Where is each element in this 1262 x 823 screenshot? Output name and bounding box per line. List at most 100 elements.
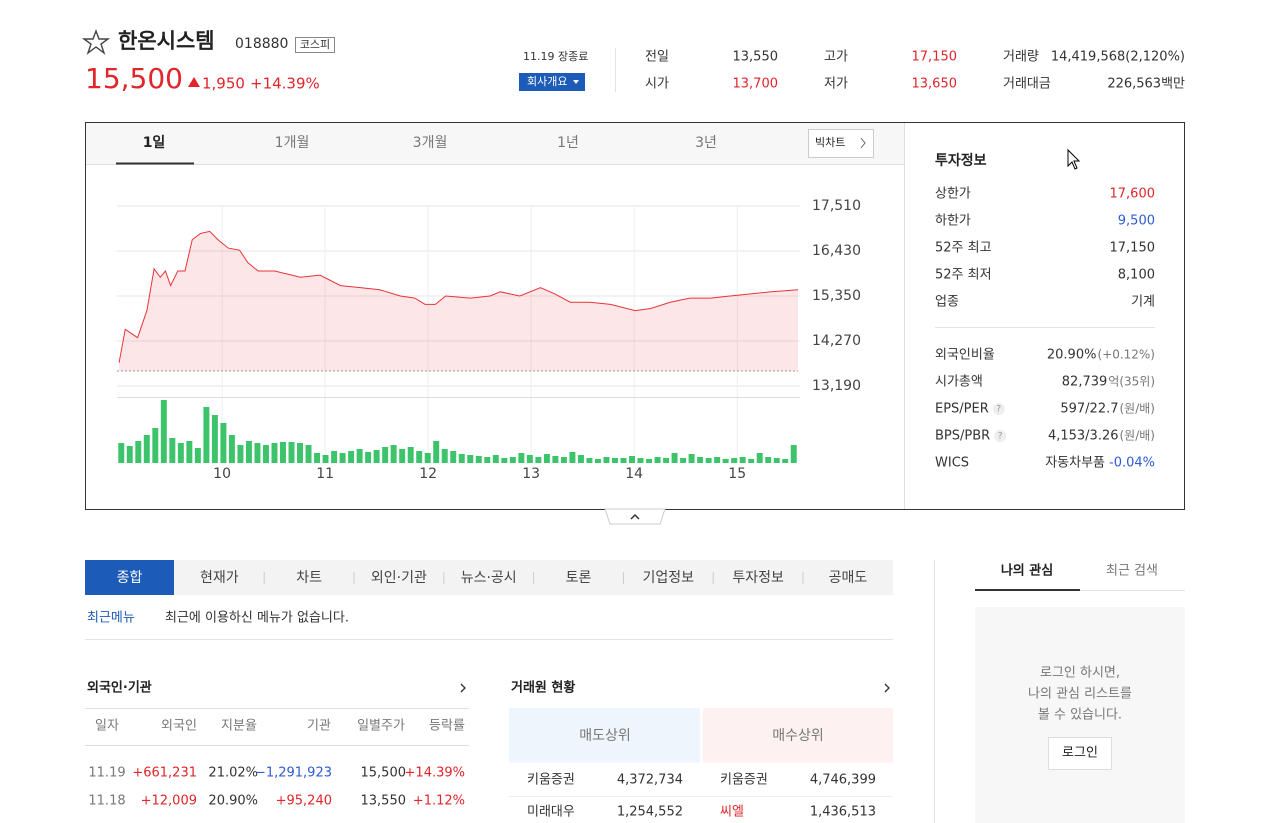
volume-bar <box>271 443 278 463</box>
broker-body <box>509 764 893 823</box>
quote-value: 13,550 <box>733 50 779 65</box>
volume-bar <box>280 442 286 463</box>
info-label: WICS <box>935 456 969 471</box>
collapse-tab[interactable] <box>604 508 666 525</box>
x-tick-label: 10 <box>213 466 231 482</box>
info-unit: -0.04% <box>1109 456 1155 471</box>
volume-bar <box>331 451 338 463</box>
column-header: 기관 <box>307 719 331 734</box>
volume-bar <box>245 441 252 463</box>
volume-bar <box>688 454 695 463</box>
volume-bar <box>373 450 380 463</box>
info-value: 9,500 <box>1118 214 1155 229</box>
sell-title: 매도상위 <box>579 728 631 744</box>
nav-item[interactable]: 투자정보 <box>732 570 784 586</box>
y-tick-label: 16,430 <box>812 243 861 259</box>
volume-bar <box>671 453 678 463</box>
volume-bar <box>654 457 661 463</box>
volume-bar <box>705 458 712 463</box>
quote-value: 226,563백만 <box>1107 77 1185 92</box>
quote-label: 시가 <box>645 77 669 92</box>
info-unit: (원/배) <box>1120 402 1156 416</box>
quote-label: 거래량 <box>1003 50 1039 65</box>
quote-label: 고가 <box>824 50 848 65</box>
nav-item[interactable]: 종합 <box>117 570 143 586</box>
chart-tabs <box>86 123 904 164</box>
table-cell: +95,240 <box>276 794 332 809</box>
login-box <box>975 607 1185 823</box>
volume-bar <box>220 423 227 463</box>
table-cell: +1.12% <box>413 794 465 809</box>
column-header: 외국인 <box>161 719 197 734</box>
help-icon[interactable] <box>992 403 1005 415</box>
big-chart-button[interactable] <box>808 129 874 158</box>
nav-item[interactable]: 차트 <box>296 570 322 586</box>
volume-bar <box>663 458 670 463</box>
volume-bar <box>262 445 269 463</box>
help-icon[interactable] <box>994 430 1007 442</box>
nav-item[interactable]: 토론 <box>566 570 592 586</box>
volume-bar <box>577 455 584 463</box>
chevron[interactable] <box>460 683 466 693</box>
volume-bar <box>237 445 244 463</box>
login-button[interactable] <box>1048 737 1112 770</box>
volume-bar <box>356 449 363 463</box>
login-message: 로그인 하시면, <box>1040 666 1120 681</box>
broker-volume: 1,436,513 <box>810 805 876 820</box>
broker-volume: 1,254,552 <box>617 805 683 820</box>
info-value: 17,150 <box>1110 241 1156 256</box>
volume-bar <box>773 458 780 463</box>
volume-bar <box>169 438 176 463</box>
volume-bar <box>756 453 763 463</box>
volume-bar <box>484 457 491 463</box>
info-unit: 억(35위) <box>1108 375 1155 389</box>
nav-item[interactable]: 외인·기관 <box>371 570 427 586</box>
volume-bar <box>390 445 397 463</box>
column-header: 등락률 <box>429 719 465 734</box>
company-button[interactable] <box>519 73 585 91</box>
chevron <box>860 137 866 149</box>
volume-bar <box>433 441 440 463</box>
nav-item[interactable]: 현재가 <box>200 570 239 586</box>
volume-bar <box>739 457 746 463</box>
info-unit: (+0.12%) <box>1097 348 1155 362</box>
info-value: 자동차부품 <box>1045 456 1105 471</box>
info-title: 투자정보 <box>935 152 987 169</box>
chevron[interactable] <box>884 683 890 693</box>
nav-item[interactable]: 기업정보 <box>643 570 695 586</box>
price-line <box>118 230 799 363</box>
help-icon-glyph: ? <box>998 432 1003 442</box>
volume-bar <box>382 447 389 463</box>
quote-value: 14,419,568(2,120%) <box>1051 50 1185 65</box>
volume-bar <box>765 457 772 463</box>
volume-bar <box>748 459 755 463</box>
volume-bar <box>314 453 321 463</box>
column-header: 일별주가 <box>357 719 405 734</box>
broker-volume: 4,372,734 <box>617 773 683 788</box>
x-tick-label: 13 <box>522 466 540 482</box>
volume-bar <box>722 459 729 463</box>
side-tab[interactable]: 최근 검색 <box>1106 564 1158 579</box>
nav-item[interactable]: 공매도 <box>829 570 868 586</box>
table-cell: +12,009 <box>141 794 197 809</box>
y-tick-label: 13,190 <box>812 378 861 394</box>
info-value: 597/22.7 <box>1060 402 1118 417</box>
login-message: 볼 수 있습니다. <box>1038 708 1122 723</box>
side-tab[interactable]: 나의 관심 <box>1001 563 1053 579</box>
investor-title: 외국인·기관 <box>87 680 152 696</box>
table-cell: 21.02% <box>208 766 258 781</box>
volume-bar <box>203 407 210 463</box>
volume-bar <box>501 458 508 463</box>
table-cell: 11.18 <box>88 794 125 809</box>
nav-item[interactable]: 뉴스·공시 <box>461 570 517 586</box>
help-icon-glyph: ? <box>996 405 1001 415</box>
status: 11.19 장종료 <box>523 50 588 63</box>
quote-label: 거래대금 <box>1003 77 1051 92</box>
favorite-star[interactable] <box>81 29 111 55</box>
volume-bar <box>297 443 303 463</box>
volume-bar <box>322 455 329 463</box>
info-unit: (원/배) <box>1120 429 1156 443</box>
table-cell: +14.39% <box>405 766 465 781</box>
broker-name: 씨엘 <box>720 805 744 820</box>
volume-bar <box>518 453 525 463</box>
